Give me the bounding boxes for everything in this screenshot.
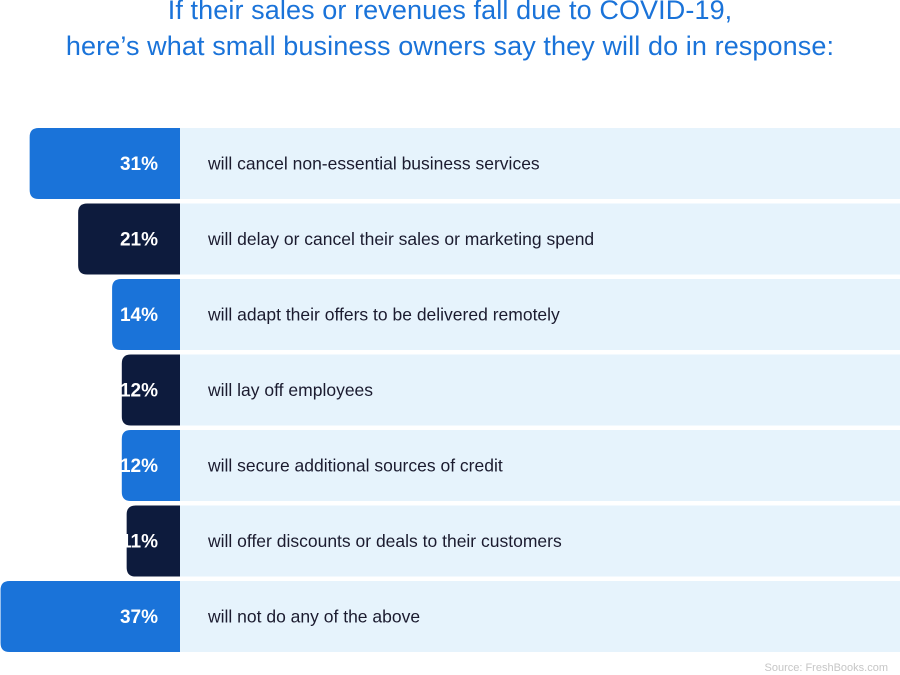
chart-title-line-1: If their sales or revenues fall due to C… xyxy=(167,0,733,25)
source-note: Source: FreshBooks.com xyxy=(764,662,889,674)
chart-title: If their sales or revenues fall due to C… xyxy=(0,0,900,64)
row-background xyxy=(180,581,900,652)
category-label: will secure additional sources of credit xyxy=(207,456,503,476)
category-label: will delay or cancel their sales or mark… xyxy=(207,229,594,249)
category-label: will adapt their offers to be delivered … xyxy=(207,305,560,325)
value-label: 21% xyxy=(120,230,158,251)
value-label: 37% xyxy=(120,607,158,628)
chart-title-line-2: here’s what small business owners say th… xyxy=(65,31,835,61)
category-label: will lay off employees xyxy=(207,380,373,400)
row-background xyxy=(180,354,900,426)
bar xyxy=(29,128,181,199)
bar xyxy=(112,279,180,350)
bar xyxy=(126,505,180,577)
row-background xyxy=(180,430,900,501)
value-label: 12% xyxy=(120,381,158,402)
row-background xyxy=(180,203,900,275)
row-background xyxy=(180,279,900,350)
bar xyxy=(121,354,180,426)
category-label: will cancel non-essential business servi… xyxy=(207,154,540,174)
value-label: 31% xyxy=(120,154,158,175)
value-label: 11% xyxy=(121,532,158,553)
bar xyxy=(78,203,180,275)
row-background xyxy=(180,505,900,577)
bar xyxy=(121,430,180,501)
value-label: 14% xyxy=(120,305,158,326)
category-label: will offer discounts or deals to their c… xyxy=(207,531,562,551)
category-label: will not do any of the above xyxy=(207,607,420,627)
row-background xyxy=(180,128,900,199)
bar xyxy=(0,581,180,652)
value-label: 12% xyxy=(120,456,158,477)
